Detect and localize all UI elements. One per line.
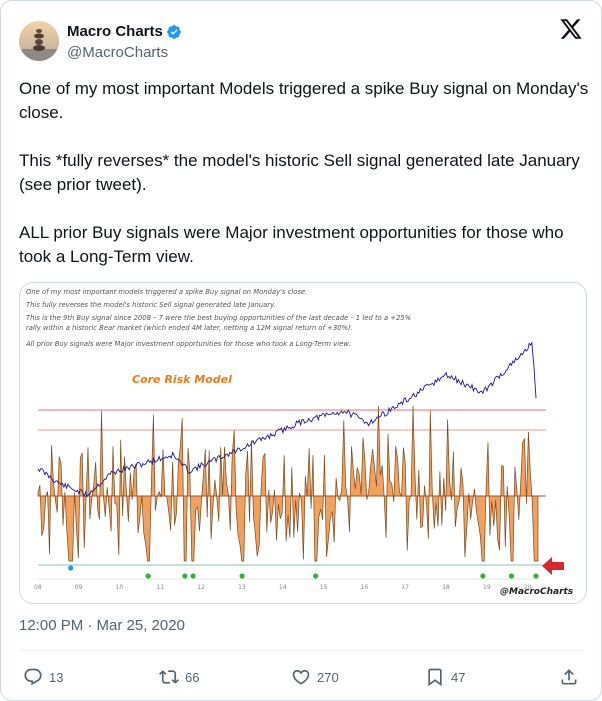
heart-icon [292, 669, 310, 685]
x-tick-label: 08 [34, 584, 42, 591]
buy-signal-dot [190, 573, 196, 579]
tweet-media-chart[interactable]: One of my most important models triggere… [19, 282, 587, 604]
chart-watermark: @MacroCharts [500, 587, 574, 597]
buy-signal-dot [68, 565, 74, 571]
oscillator-area [37, 405, 539, 562]
reply-icon [24, 668, 42, 686]
buy-signal-dot [313, 573, 319, 579]
model-label: Core Risk Model [132, 373, 232, 386]
x-tick-label: 09 [75, 584, 83, 591]
author-handle[interactable]: @MacroCharts [67, 44, 169, 61]
x-tick-label: 17 [401, 584, 409, 591]
bookmark-count: 47 [451, 669, 466, 685]
x-tick-label: 13 [238, 584, 246, 591]
x-tick-label: 19 [483, 584, 491, 591]
buy-signal-dot [145, 573, 151, 579]
x-tick-label: 20 [524, 584, 532, 591]
avatar[interactable] [19, 21, 59, 61]
tweet-paragraph: This *fully reverses* the model's histor… [19, 151, 580, 194]
x-tick-label: 15 [320, 584, 328, 591]
bookmark-icon [428, 668, 442, 687]
chart-annotation-line: All prior Buy signals were Major investm… [25, 340, 351, 348]
chart-annotation-line: rally within a historic Bear market (whi… [26, 324, 353, 332]
buy-signal-dot [480, 573, 486, 579]
x-tick-label: 11 [156, 584, 164, 591]
signal-arrow-icon [542, 557, 564, 575]
like-button[interactable]: 270 [291, 667, 339, 687]
x-tick-label: 10 [116, 584, 124, 591]
repost-count: 66 [185, 669, 200, 685]
tweet-paragraph: ALL prior Buy signals were Major investm… [19, 223, 564, 266]
share-icon [561, 669, 577, 685]
repost-icon [159, 670, 179, 684]
like-count: 270 [317, 669, 339, 685]
x-tick-label: 18 [442, 584, 450, 591]
chart-annotation-line: One of my most important models triggere… [26, 288, 307, 296]
reply-button[interactable]: 13 [23, 667, 63, 687]
price-line [37, 341, 537, 498]
chart-annotation-line: This is the 9th Buy signal since 2008 – … [26, 314, 411, 322]
core-risk-model-chart: One of my most important models triggere… [25, 288, 574, 597]
x-tick-label: 14 [279, 584, 287, 591]
buy-signal-dot [239, 573, 245, 579]
x-tick-label: 12 [197, 584, 205, 591]
buy-signal-dot [182, 573, 188, 579]
author-name[interactable]: Macro Charts [67, 23, 163, 40]
buy-signal-dot [533, 573, 539, 579]
verified-badge-icon [167, 25, 181, 39]
tweet-timestamp[interactable]: 12:00 PM · Mar 25, 2020 [19, 617, 185, 634]
buy-signal-dot [508, 573, 515, 579]
divider [19, 650, 585, 651]
repost-button[interactable]: 66 [159, 667, 199, 687]
tweet-paragraph: One of my most important Models triggere… [19, 79, 589, 122]
x-tick-label: 16 [361, 584, 369, 591]
chart-annotation-line: This fully reverses the model's historic… [26, 301, 276, 309]
action-bar: 13 66 270 47 [19, 663, 585, 693]
reply-count: 13 [49, 669, 64, 685]
share-button[interactable] [559, 667, 579, 687]
x-logo-icon[interactable] [559, 17, 583, 41]
bookmark-button[interactable]: 47 [425, 667, 465, 687]
tweet-text: One of my most important Models triggere… [19, 77, 589, 269]
